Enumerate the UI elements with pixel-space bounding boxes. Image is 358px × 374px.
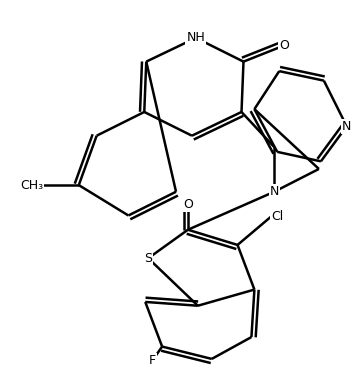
Text: O: O xyxy=(279,39,289,52)
Text: N: N xyxy=(270,185,279,198)
Text: NH: NH xyxy=(187,31,205,45)
Text: Cl: Cl xyxy=(271,210,284,223)
Text: O: O xyxy=(183,197,193,211)
Text: F: F xyxy=(149,354,156,367)
Text: S: S xyxy=(144,252,152,265)
Text: CH₃: CH₃ xyxy=(20,179,43,191)
Text: N: N xyxy=(342,120,351,133)
